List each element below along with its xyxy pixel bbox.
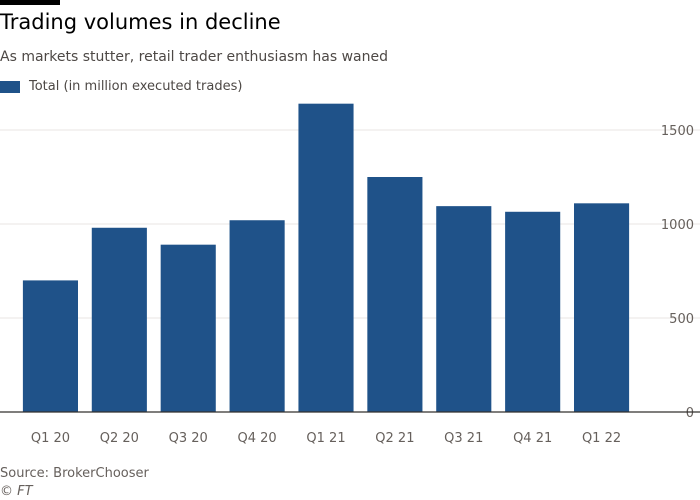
source-note: Source: BrokerChooser (0, 466, 149, 481)
bar (574, 203, 630, 412)
bar (22, 280, 78, 412)
bar (91, 227, 147, 412)
chart-subtitle: As markets stutter, retail trader enthus… (0, 49, 389, 65)
copyright-credit: © FT (0, 484, 33, 499)
x-tick-label: Q1 22 (582, 431, 621, 446)
legend-label: Total (in million executed trades) (29, 79, 243, 94)
bar (229, 220, 285, 412)
y-tick-label: 1000 (661, 218, 694, 233)
legend-swatch (0, 80, 20, 93)
bar (160, 244, 216, 412)
x-tick-label: Q2 21 (375, 431, 414, 446)
x-tick-label: Q1 20 (31, 431, 70, 446)
x-tick-label: Q3 21 (444, 431, 483, 446)
y-tick-label: 1500 (661, 124, 694, 139)
x-tick-label: Q4 21 (513, 431, 552, 446)
bar-chart: 1500 1000 500 0 Q1 20 Q2 20 Q3 20 Q4 20 Q1 21 Q2 … (0, 103, 700, 446)
y-tick-label: 0 (686, 406, 694, 421)
bar (367, 177, 423, 412)
x-tick-label: Q4 20 (238, 431, 277, 446)
chart-legend: Total (in million executed trades) (0, 79, 242, 94)
bar (436, 206, 492, 412)
bar (298, 103, 354, 413)
brand-top-bar (0, 0, 60, 5)
x-tick-label: Q3 20 (169, 431, 208, 446)
bar (505, 211, 561, 412)
y-tick-label: 500 (669, 312, 694, 327)
x-tick-label: Q2 20 (100, 431, 139, 446)
x-tick-label: Q1 21 (306, 431, 345, 446)
chart-title: Trading volumes in decline (0, 10, 281, 34)
